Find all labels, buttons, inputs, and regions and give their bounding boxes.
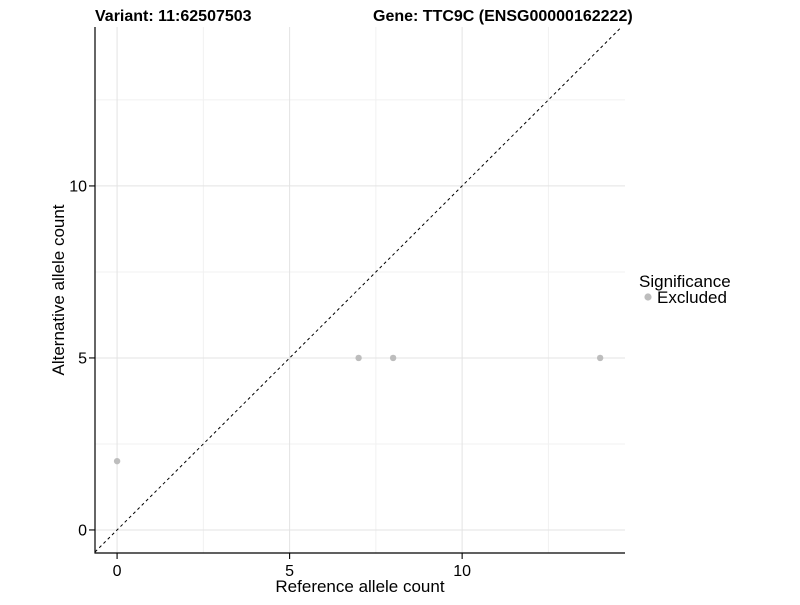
y-tick-label: 10 [69,178,87,195]
y-tick-label: 5 [78,350,87,367]
legend-title: Significance [639,272,731,291]
plot-title-variant: Variant: 11:62507503 [95,8,252,25]
y-tick-label: 0 [78,522,87,539]
data-point [355,354,362,362]
x-tick-label: 10 [453,563,471,580]
y-axis-title: Alternative allele count [49,204,68,375]
identity-line [94,26,622,553]
chart-layer: 0 5 10 0 5 10 [69,26,625,580]
plot-title-gene: Gene: TTC9C (ENSG00000162222) [373,8,633,25]
data-point [113,457,121,465]
data-point [389,354,397,362]
legend-point-icon [644,293,652,301]
legend-item-label: Excluded [657,288,727,307]
x-tick-label: 0 [113,563,122,580]
legend: Significance Excluded [639,272,731,307]
data-point [596,354,604,362]
x-axis-title: Reference allele count [275,577,444,596]
x-tick-label: 5 [285,563,294,580]
